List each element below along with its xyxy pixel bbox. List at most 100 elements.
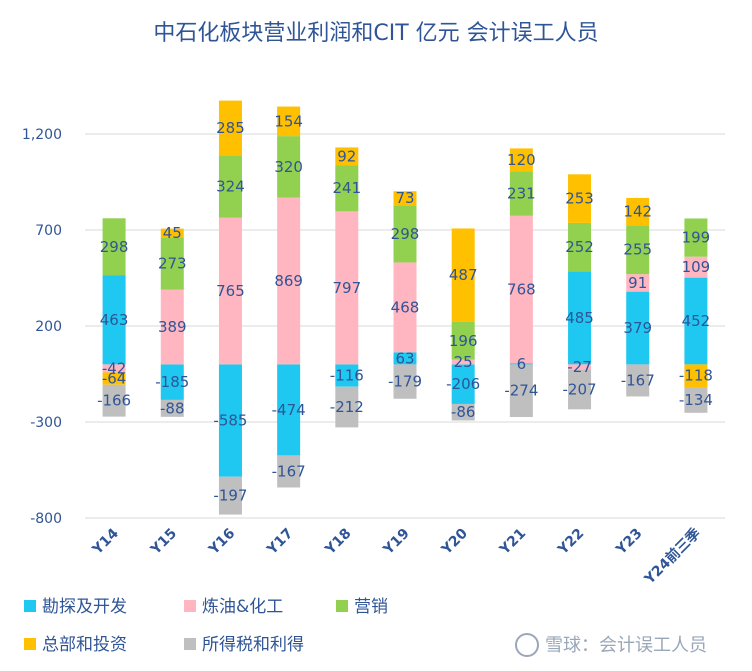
bar-segment <box>335 147 359 166</box>
bar-segment <box>684 387 708 413</box>
bar-segment <box>393 364 417 399</box>
data-label: 487 <box>449 266 478 284</box>
legend-swatch <box>184 638 196 650</box>
bar-segment <box>102 364 126 373</box>
bar-segment <box>509 364 533 418</box>
bar-segment <box>335 211 359 365</box>
bar-segment <box>160 289 184 365</box>
data-label: -42 <box>102 359 127 377</box>
x-tick-label: Y20 <box>438 525 471 558</box>
x-tick-label: Y17 <box>263 526 296 559</box>
bar-segment <box>160 237 184 290</box>
bar-segment <box>277 106 301 137</box>
x-tick-label: Y16 <box>205 526 238 559</box>
bar-segment <box>568 271 592 365</box>
data-label: 463 <box>100 311 129 329</box>
data-label: -86 <box>451 403 476 421</box>
x-tick-label: Y23 <box>613 526 646 559</box>
x-tick-label: Y19 <box>380 526 413 559</box>
data-label: 452 <box>682 312 711 330</box>
legend-label: 总部和投资 <box>42 635 127 655</box>
bar-segment <box>393 262 417 353</box>
bar-segment <box>277 197 301 365</box>
watermark-text: 雪球：会计误工人员 <box>545 635 707 656</box>
y-axis: 1,200 700 200 -300 -800 <box>22 127 62 527</box>
data-label: -207 <box>563 380 597 398</box>
bar-segment <box>684 218 708 257</box>
bar-segment <box>626 364 650 397</box>
bar-segment <box>509 148 533 172</box>
bar-segment <box>335 386 359 428</box>
data-label: -474 <box>272 401 306 419</box>
data-label: -274 <box>504 382 538 400</box>
chart-title: 中石化板块营业利润和CIT 亿元 会计误工人员 <box>153 21 598 46</box>
snowball-logo-icon <box>515 633 539 657</box>
data-label: 768 <box>507 281 536 299</box>
bar-segment <box>393 205 417 263</box>
bar-segment <box>335 165 359 212</box>
x-tick-label: Y18 <box>322 526 355 559</box>
data-label: -167 <box>272 462 306 480</box>
x-tick-label: Y22 <box>554 526 587 559</box>
bar-segment <box>451 359 475 365</box>
y-tick-label: 200 <box>35 319 62 335</box>
bar-segment <box>568 174 592 223</box>
data-label: 253 <box>565 190 594 208</box>
bar-segment <box>218 364 242 477</box>
data-label: 45 <box>163 224 182 242</box>
data-label: 252 <box>565 238 594 256</box>
data-label: -585 <box>213 412 247 430</box>
bar-segment <box>335 364 359 387</box>
data-label: -179 <box>388 373 422 391</box>
legend-label: 炼油&化工 <box>202 597 283 617</box>
data-label: 91 <box>628 274 647 292</box>
bar-segment <box>218 100 242 156</box>
bar-segment <box>218 476 242 515</box>
bar-segment <box>451 321 475 360</box>
y-tick-label: -800 <box>30 511 62 527</box>
x-tick-label-group: Y19 <box>380 526 413 559</box>
x-tick-label-group: Y17 <box>263 526 296 559</box>
x-tick-label-group: Y24前三季 <box>640 525 703 588</box>
data-label: 6 <box>517 355 527 373</box>
x-tick-label-group: Y14 <box>89 525 122 558</box>
data-label: -134 <box>679 391 713 409</box>
data-label: -185 <box>155 373 189 391</box>
data-label: -27 <box>567 358 592 376</box>
y-tick-label: 700 <box>35 223 62 239</box>
data-label: -118 <box>679 367 713 385</box>
bar-segment <box>451 403 475 421</box>
x-tick-label-group: Y22 <box>554 526 587 559</box>
bar-segment <box>451 364 475 404</box>
legend-label: 所得税和利得 <box>202 635 304 655</box>
watermark: 雪球：会计误工人员 <box>515 633 707 657</box>
bar-segment <box>277 364 301 456</box>
x-tick-label-group: Y21 <box>496 526 529 559</box>
bar-segment <box>393 352 417 365</box>
data-label: 485 <box>565 309 594 327</box>
data-label: 109 <box>682 258 711 276</box>
x-tick-label: Y21 <box>496 526 529 559</box>
bar-segment <box>684 364 708 388</box>
legend-swatch <box>336 600 348 612</box>
data-label: 92 <box>337 147 356 165</box>
y-tick-label: -300 <box>30 415 62 431</box>
bar-segment <box>684 256 708 278</box>
data-labels: 463 -42 298 -64 -166 -185 389 273 45 -88 -585 765 32… <box>97 112 713 504</box>
y-tick-label: 1,200 <box>22 127 62 143</box>
data-label: 797 <box>332 279 361 297</box>
bar-segment <box>102 218 126 276</box>
data-label: -167 <box>621 371 655 389</box>
bar-segment <box>509 363 533 365</box>
data-label: 231 <box>507 185 536 203</box>
bars <box>102 100 708 515</box>
bar-segment <box>684 277 708 365</box>
data-label: 320 <box>274 158 303 176</box>
data-label: 765 <box>216 282 245 300</box>
bar-segment <box>509 171 533 216</box>
data-label: -64 <box>102 370 127 388</box>
data-label: 142 <box>623 203 652 221</box>
data-label: 298 <box>391 225 420 243</box>
